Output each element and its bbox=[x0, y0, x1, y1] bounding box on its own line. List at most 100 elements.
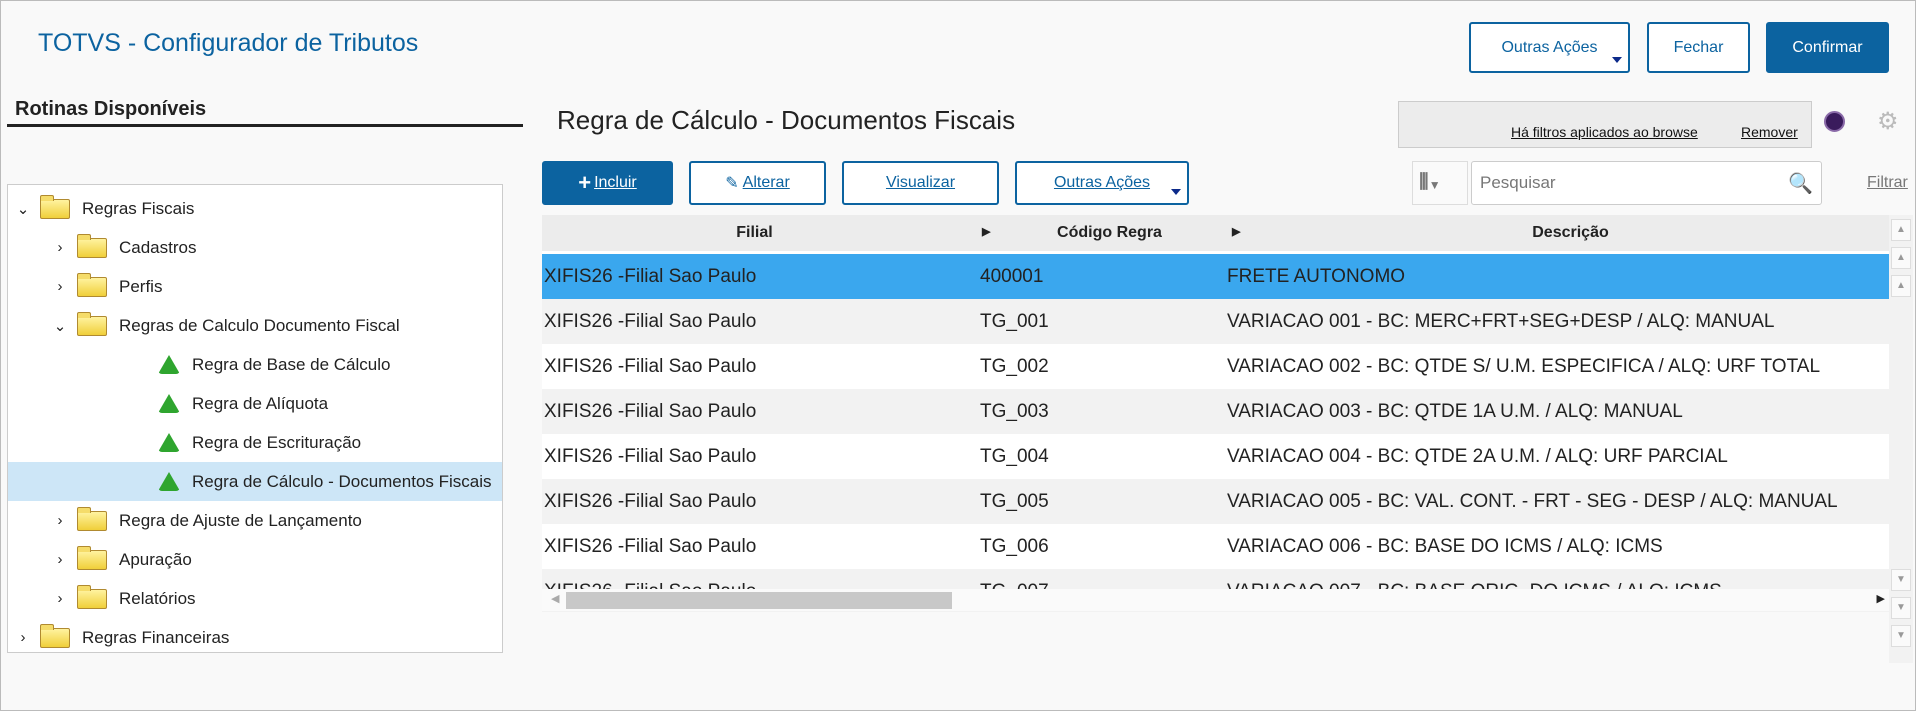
chevron-down-icon[interactable]: ⌄ bbox=[53, 317, 67, 335]
scroll-up-icon[interactable]: ▲ bbox=[1891, 275, 1911, 297]
scroll-right-icon[interactable]: ▶ bbox=[1876, 593, 1885, 605]
table-row[interactable]: XIFIS26 -Filial Sao Paulo 400001 FRETE AUT… bbox=[542, 254, 1889, 299]
table-row[interactable]: XIFIS26 -Filial Sao Paulo TG_004 VARIACAO … bbox=[542, 434, 1889, 479]
data-table: Filial ▶ Código Regra ▶ Descrição XIFIS2… bbox=[542, 215, 1889, 612]
tree-node-label: Regra de Cálculo - Documentos Fiscais bbox=[192, 471, 492, 491]
tree-node[interactable]: › Apuração bbox=[8, 540, 502, 579]
scroll-top-icon[interactable]: ▲ bbox=[1891, 219, 1911, 241]
scroll-page-down-icon[interactable]: ▼ bbox=[1891, 597, 1911, 619]
folder-icon bbox=[77, 506, 107, 531]
search-input[interactable]: Pesquisar 🔍 bbox=[1471, 161, 1822, 205]
folder-open-icon bbox=[77, 311, 107, 336]
chevron-right-icon[interactable]: › bbox=[20, 629, 26, 646]
tree-node[interactable]: Regra de Escrituração bbox=[8, 423, 502, 462]
cell-filial: XIFIS26 -Filial Sao Paulo bbox=[544, 535, 757, 557]
tree-node[interactable]: ⌄ Regras Fiscais bbox=[8, 189, 502, 228]
cell-filial: XIFIS26 -Filial Sao Paulo bbox=[544, 445, 757, 467]
remover-link[interactable]: Remover bbox=[1741, 124, 1798, 140]
cell-filial: XIFIS26 -Filial Sao Paulo bbox=[544, 265, 757, 287]
sort-arrow-icon[interactable]: ▶ bbox=[982, 226, 991, 238]
cell-codigo: TG_006 bbox=[980, 535, 1049, 557]
column-header-descricao[interactable]: Descrição bbox=[1532, 224, 1609, 241]
table-row[interactable]: XIFIS26 -Filial Sao Paulo TG_006 VARIACAO … bbox=[542, 524, 1889, 569]
chevron-right-icon[interactable]: › bbox=[57, 512, 63, 529]
chevron-right-icon[interactable]: › bbox=[57, 239, 63, 256]
folder-icon bbox=[77, 545, 107, 570]
sort-arrow-icon[interactable]: ▶ bbox=[1232, 226, 1241, 238]
tree-node-label: Regras Financeiras bbox=[82, 627, 230, 647]
fechar-button[interactable]: Fechar bbox=[1647, 22, 1750, 73]
tree-node[interactable]: › Cadastros bbox=[8, 228, 502, 267]
cell-descricao: VARIACAO 005 - BC: VAL. CONT. - FRT - SE… bbox=[1227, 490, 1838, 512]
rotinas-title: Rotinas Disponíveis bbox=[15, 98, 207, 120]
scroll-down-icon[interactable]: ▼ bbox=[1891, 569, 1911, 591]
cell-filial: XIFIS26 -Filial Sao Paulo bbox=[544, 490, 757, 512]
tree-node[interactable]: › Regra de Ajuste de Lançamento bbox=[8, 501, 502, 540]
incluir-label: Incluir bbox=[594, 174, 637, 191]
cell-descricao: FRETE AUTONOMO bbox=[1227, 265, 1406, 287]
filter-status-icon[interactable] bbox=[1824, 111, 1845, 132]
cell-codigo: TG_002 bbox=[980, 355, 1049, 377]
visualizar-label: Visualizar bbox=[885, 174, 956, 191]
cell-codigo: 400001 bbox=[980, 265, 1044, 287]
gear-icon[interactable]: ⚙ bbox=[1877, 108, 1899, 135]
table-row[interactable]: XIFIS26 -Filial Sao Paulo TG_002 VARIACAO … bbox=[542, 344, 1889, 389]
table-row[interactable]: XIFIS26 -Filial Sao Paulo TG_001 VARIACAO … bbox=[542, 299, 1889, 344]
tree-node-label: Cadastros bbox=[119, 237, 197, 257]
scroll-bottom-icon[interactable]: ▼ bbox=[1891, 625, 1911, 647]
tree-node[interactable]: › Perfis bbox=[8, 267, 502, 306]
scroll-page-up-icon[interactable]: ▲ bbox=[1891, 247, 1911, 269]
page-title: Regra de Cálculo - Documentos Fiscais bbox=[557, 105, 1016, 135]
visualizar-button[interactable]: Visualizar bbox=[842, 161, 999, 205]
tree-node-label: Relatórios bbox=[119, 588, 196, 608]
cell-codigo: TG_003 bbox=[980, 400, 1049, 422]
column-header-filial[interactable]: Filial bbox=[736, 224, 773, 241]
confirmar-button[interactable]: Confirmar bbox=[1766, 22, 1889, 73]
column-header-codigo[interactable]: Código Regra bbox=[1057, 224, 1162, 241]
outras-acoes-top-button[interactable]: Outras Ações bbox=[1469, 22, 1630, 73]
tree-node-label: Regra de Ajuste de Lançamento bbox=[119, 510, 362, 530]
tree-node-label: Regra de Escrituração bbox=[192, 432, 362, 452]
outras-acoes-button[interactable]: Outras Ações bbox=[1015, 161, 1189, 205]
tree-node[interactable]: Regra de Alíquota bbox=[8, 384, 502, 423]
chevron-right-icon[interactable]: › bbox=[57, 590, 63, 607]
cell-filial: XIFIS26 -Filial Sao Paulo bbox=[544, 355, 757, 377]
scroll-left-icon[interactable]: ◀ bbox=[551, 593, 560, 605]
horizontal-scrollbar[interactable]: ◀ ▶ bbox=[542, 589, 1889, 611]
app-title: TOTVS - Configurador de Tributos bbox=[38, 29, 419, 57]
tree-node[interactable]: › Regras Financeiras bbox=[8, 618, 502, 657]
tree-node[interactable]: ⌄ Regras de Calculo Documento Fiscal bbox=[8, 306, 502, 345]
caret-down-icon bbox=[1171, 189, 1181, 195]
chevron-down-icon[interactable]: ⌄ bbox=[16, 200, 30, 218]
filtrar-link[interactable]: Filtrar bbox=[1867, 174, 1908, 191]
chevron-right-icon[interactable]: › bbox=[57, 278, 63, 295]
folder-icon bbox=[40, 623, 70, 648]
green-triangle-icon bbox=[158, 394, 180, 413]
outras-acoes-label: Outras Ações bbox=[1501, 38, 1598, 56]
divider bbox=[7, 124, 523, 127]
incluir-button[interactable]: + Incluir bbox=[542, 161, 673, 205]
chevron-right-icon[interactable]: › bbox=[57, 551, 63, 568]
scrollbar-thumb[interactable] bbox=[566, 592, 952, 609]
folder-icon bbox=[77, 272, 107, 297]
vertical-scrollbar[interactable]: ▲ ▲ ▲ ▼ ▼ ▼ bbox=[1889, 215, 1913, 663]
cell-descricao: VARIACAO 004 - BC: QTDE 2A U.M. / ALQ: U… bbox=[1227, 445, 1728, 467]
tree-node[interactable]: › Relatórios bbox=[8, 579, 502, 618]
tree-node-label: Perfis bbox=[119, 276, 163, 296]
tree-node[interactable]: Regra de Cálculo - Documentos Fiscais bbox=[8, 462, 502, 501]
cell-descricao: VARIACAO 006 - BC: BASE DO ICMS / ALQ: I… bbox=[1227, 535, 1663, 557]
columns-icon[interactable]: ⦀▼ bbox=[1412, 161, 1468, 205]
table-row[interactable]: XIFIS26 -Filial Sao Paulo TG_003 VARIACAO … bbox=[542, 389, 1889, 434]
green-triangle-icon bbox=[158, 433, 180, 452]
tree-node[interactable]: Regra de Base de Cálculo bbox=[8, 345, 502, 384]
routines-tree: ⌄ Regras Fiscais › Cadastros › Perfis ⌄ Regras … bbox=[7, 184, 503, 653]
cell-codigo: TG_004 bbox=[980, 445, 1049, 467]
tree-node-label: Regras de Calculo Documento Fiscal bbox=[119, 315, 400, 335]
table-row[interactable]: XIFIS26 -Filial Sao Paulo TG_005 VARIACAO … bbox=[542, 479, 1889, 524]
filter-notice-link[interactable]: Há filtros aplicados ao browse bbox=[1511, 124, 1698, 140]
search-icon[interactable]: 🔍 bbox=[1788, 172, 1813, 195]
green-triangle-icon bbox=[158, 472, 180, 491]
alterar-button[interactable]: ✎ Alterar bbox=[689, 161, 826, 205]
cell-codigo: TG_005 bbox=[980, 490, 1049, 512]
tree-node-label: Regras Fiscais bbox=[82, 198, 195, 218]
